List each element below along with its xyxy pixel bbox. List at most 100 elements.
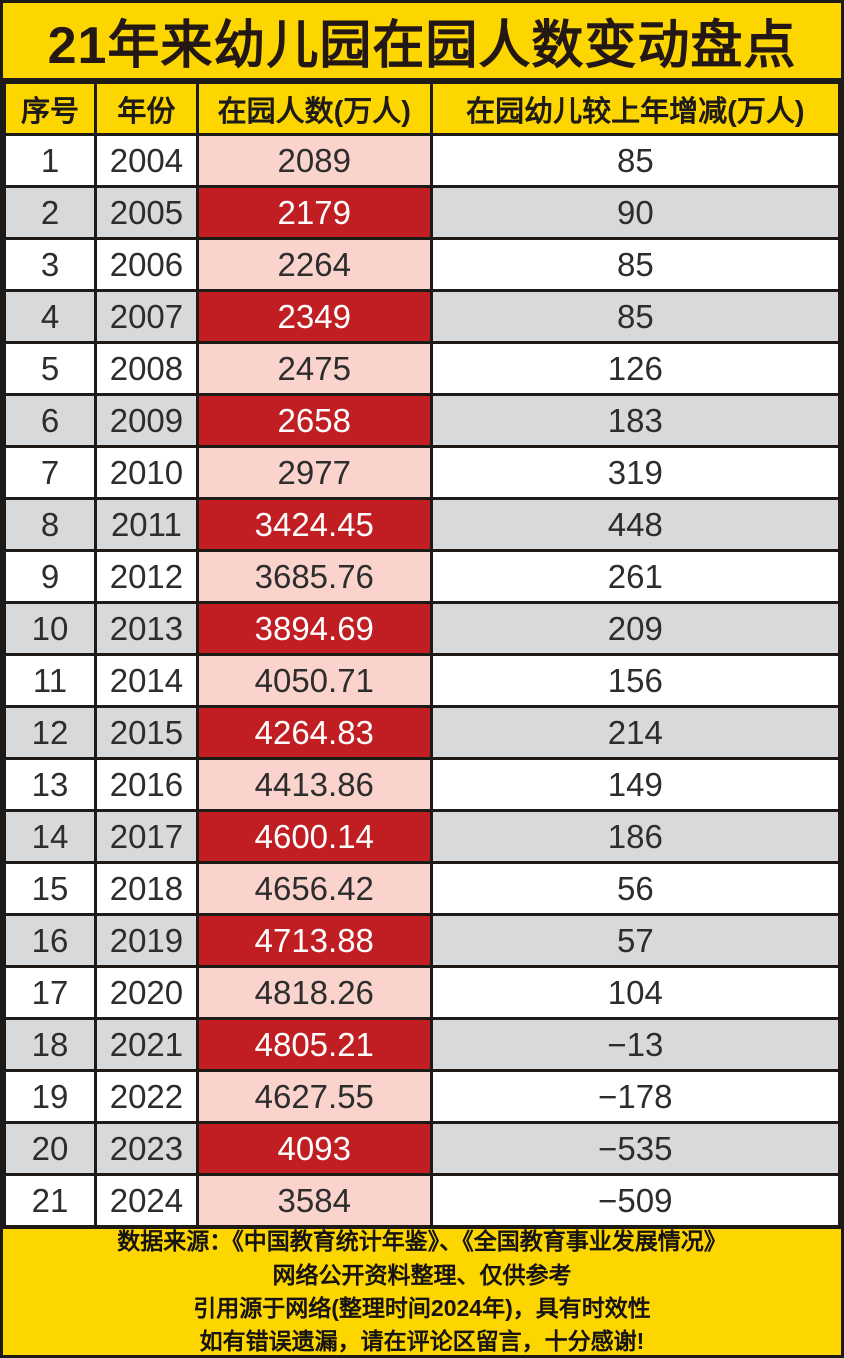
year-cell: 2024 <box>94 1173 199 1228</box>
row-index-cell: 20 <box>3 1121 97 1176</box>
year-cell: 2005 <box>94 185 199 240</box>
table-row: 13 2016 4413.86 149 <box>3 757 842 812</box>
table-row: 5 2008 2475 126 <box>3 341 842 396</box>
enrollment-cell: 2977 <box>195 445 433 500</box>
row-index-cell: 2 <box>3 185 97 240</box>
enrollment-cell: 2264 <box>195 237 433 292</box>
table-row: 16 2019 4713.88 57 <box>3 913 842 968</box>
year-cell: 2018 <box>94 861 199 916</box>
row-index-cell: 10 <box>3 601 97 656</box>
change-cell: −509 <box>429 1173 842 1228</box>
row-index-cell: 16 <box>3 913 97 968</box>
table-row: 7 2010 2977 319 <box>3 445 842 500</box>
table-row: 11 2014 4050.71 156 <box>3 653 842 708</box>
change-cell: −178 <box>429 1069 842 1124</box>
row-index-cell: 14 <box>3 809 97 864</box>
change-cell: 156 <box>429 653 842 708</box>
enrollment-cell: 4600.14 <box>195 809 433 864</box>
row-index-cell: 12 <box>3 705 97 760</box>
enrollment-cell: 3584 <box>195 1173 433 1228</box>
enrollment-cell: 3685.76 <box>195 549 433 604</box>
row-index-cell: 21 <box>3 1173 97 1228</box>
change-cell: 183 <box>429 393 842 448</box>
enrollment-cell: 2349 <box>195 289 433 344</box>
row-index-cell: 11 <box>3 653 97 708</box>
enrollment-cell: 3894.69 <box>195 601 433 656</box>
change-cell: 261 <box>429 549 842 604</box>
table-row: 2 2005 2179 90 <box>3 185 842 240</box>
change-cell: 214 <box>429 705 842 760</box>
row-index-cell: 19 <box>3 1069 97 1124</box>
table-row: 9 2012 3685.76 261 <box>3 549 842 604</box>
year-cell: 2009 <box>94 393 199 448</box>
row-index-cell: 1 <box>3 133 97 188</box>
year-cell: 2022 <box>94 1069 199 1124</box>
enrollment-cell: 2179 <box>195 185 433 240</box>
enrollment-table: 序号 年份 在园人数(万人) 在园幼儿较上年增减(万人) 1 2004 2089 85… <box>3 81 842 1228</box>
table-row: 4 2007 2349 85 <box>3 289 842 344</box>
title-bar: 21年来幼儿园在园人数变动盘点 <box>3 3 841 81</box>
change-cell: 186 <box>429 809 842 864</box>
enrollment-cell: 4656.42 <box>195 861 433 916</box>
header-index: 序号 <box>3 81 97 136</box>
enrollment-cell: 3424.45 <box>195 497 433 552</box>
year-cell: 2021 <box>94 1017 199 1072</box>
enrollment-cell: 4413.86 <box>195 757 433 812</box>
table-row: 12 2015 4264.83 214 <box>3 705 842 760</box>
change-cell: 90 <box>429 185 842 240</box>
enrollment-cell: 4818.26 <box>195 965 433 1020</box>
change-cell: 57 <box>429 913 842 968</box>
year-cell: 2016 <box>94 757 199 812</box>
header-enrollment: 在园人数(万人) <box>195 81 433 136</box>
row-index-cell: 8 <box>3 497 97 552</box>
row-index-cell: 9 <box>3 549 97 604</box>
row-index-cell: 6 <box>3 393 97 448</box>
page-title: 21年来幼儿园在园人数变动盘点 <box>47 17 797 75</box>
year-cell: 2011 <box>94 497 199 552</box>
enrollment-cell: 4805.21 <box>195 1017 433 1072</box>
enrollment-cell: 2475 <box>195 341 433 396</box>
change-cell: −535 <box>429 1121 842 1176</box>
change-cell: 448 <box>429 497 842 552</box>
change-cell: −13 <box>429 1017 842 1072</box>
row-index-cell: 7 <box>3 445 97 500</box>
table-row: 14 2017 4600.14 186 <box>3 809 842 864</box>
row-index-cell: 13 <box>3 757 97 812</box>
change-cell: 126 <box>429 341 842 396</box>
year-cell: 2013 <box>94 601 199 656</box>
footer-line-reference: 网络公开资料整理、仅供参考 <box>272 1261 572 1288</box>
change-cell: 149 <box>429 757 842 812</box>
table-row: 20 2023 4093 −535 <box>3 1121 842 1176</box>
change-cell: 319 <box>429 445 842 500</box>
enrollment-cell: 4093 <box>195 1121 433 1176</box>
year-cell: 2017 <box>94 809 199 864</box>
footer-note: 数据来源：《中国教育统计年鉴》、《全国教育事业发展情况》 网络公开资料整理、仅供… <box>3 1228 841 1355</box>
year-cell: 2006 <box>94 237 199 292</box>
enrollment-cell: 4713.88 <box>195 913 433 968</box>
footer-line-thanks: 如有错误遗漏，请在评论区留言，十分感谢! <box>199 1328 645 1355</box>
enrollment-cell: 4050.71 <box>195 653 433 708</box>
enrollment-cell: 2658 <box>195 393 433 448</box>
row-index-cell: 17 <box>3 965 97 1020</box>
table-row: 15 2018 4656.42 56 <box>3 861 842 916</box>
change-cell: 85 <box>429 133 842 188</box>
table-row: 17 2020 4818.26 104 <box>3 965 842 1020</box>
enrollment-cell: 4627.55 <box>195 1069 433 1124</box>
change-cell: 85 <box>429 237 842 292</box>
enrollment-cell: 2089 <box>195 133 433 188</box>
change-cell: 56 <box>429 861 842 916</box>
year-cell: 2012 <box>94 549 199 604</box>
table-row: 8 2011 3424.45 448 <box>3 497 842 552</box>
year-cell: 2007 <box>94 289 199 344</box>
header-year: 年份 <box>94 81 199 136</box>
row-index-cell: 5 <box>3 341 97 396</box>
year-cell: 2023 <box>94 1121 199 1176</box>
footer-line-timeliness: 引用源于网络(整理时间2024年)，具有时效性 <box>193 1295 651 1321</box>
footer-line-source: 数据来源：《中国教育统计年鉴》、《全国教育事业发展情况》 <box>117 1228 727 1255</box>
table-body: 1 2004 2089 85 2 2005 2179 90 3 2006 2264 85 4 2007 23… <box>3 133 842 1228</box>
year-cell: 2015 <box>94 705 199 760</box>
row-index-cell: 3 <box>3 237 97 292</box>
enrollment-cell: 4264.83 <box>195 705 433 760</box>
table-header-row: 序号 年份 在园人数(万人) 在园幼儿较上年增减(万人) <box>3 81 842 136</box>
